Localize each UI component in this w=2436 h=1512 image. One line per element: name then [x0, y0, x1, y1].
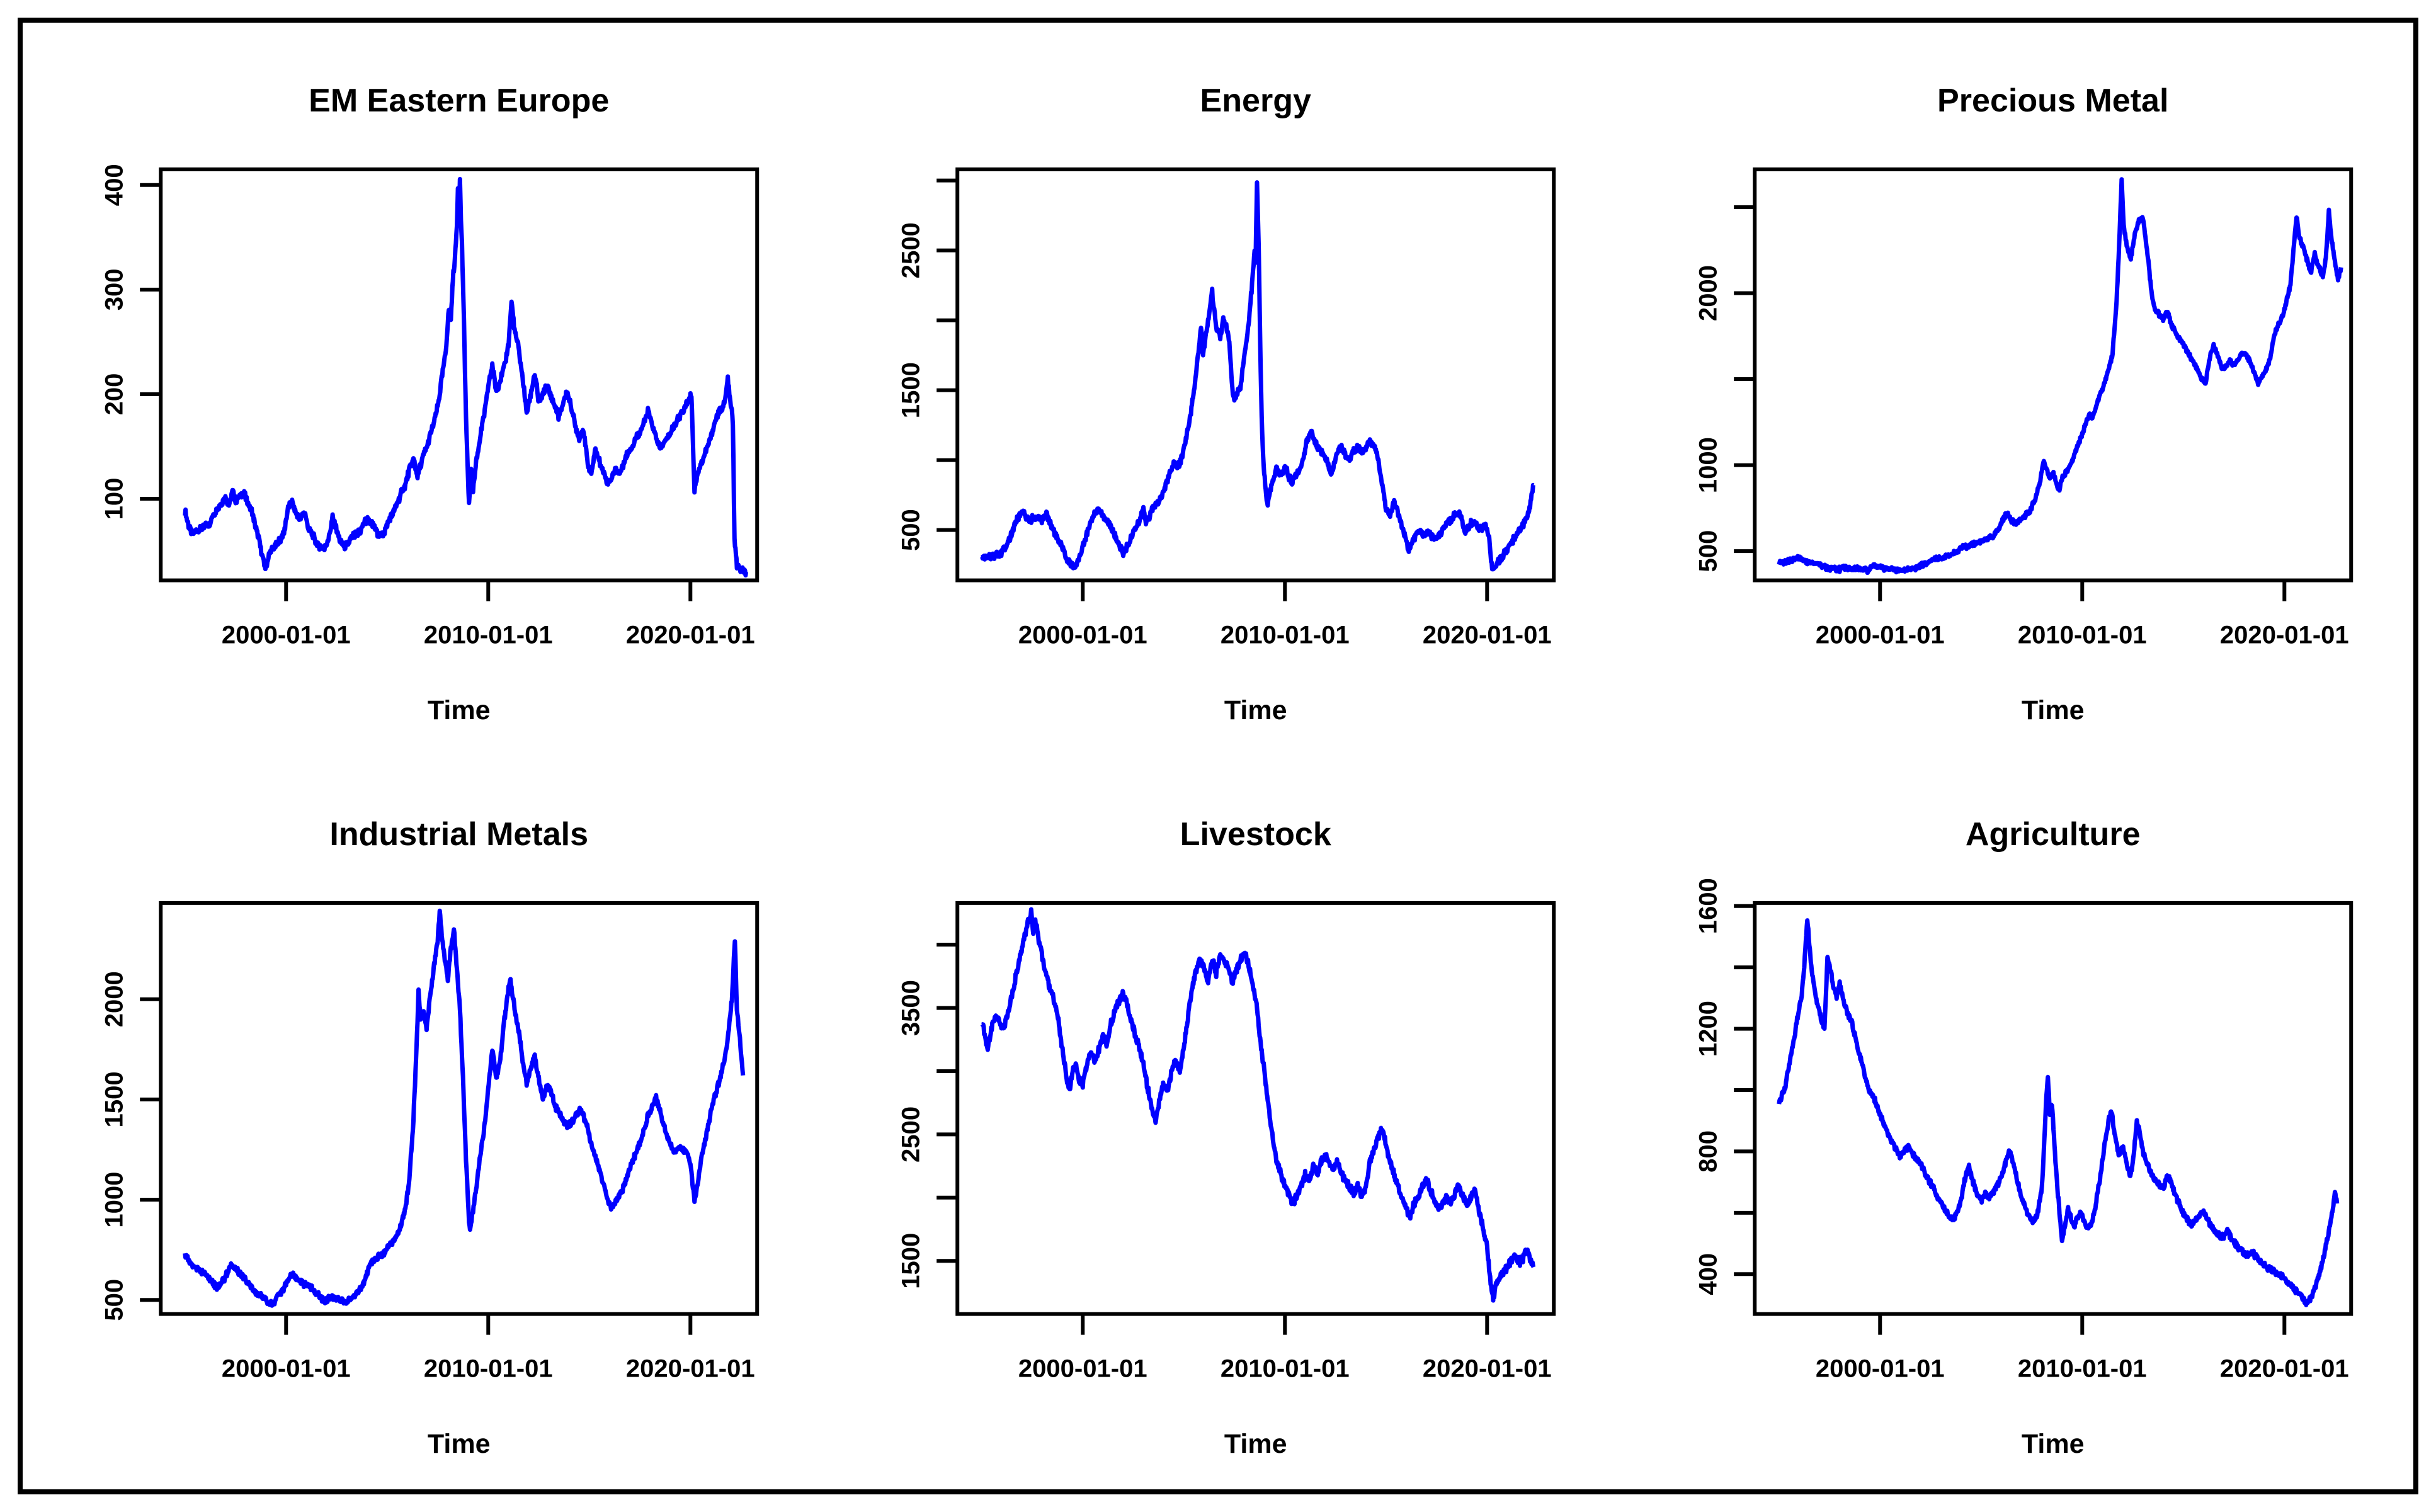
y-axis-tick-label: 500 — [1694, 530, 1722, 572]
x-axis-tick-label: 2020-01-01 — [2220, 1355, 2349, 1382]
x-axis-tick-label: 2000-01-01 — [1018, 622, 1147, 649]
y-axis-tick-label: 800 — [1694, 1130, 1722, 1173]
plot-box — [1752, 901, 2353, 1316]
x-axis-tick-label: 2010-01-01 — [1221, 1355, 1350, 1382]
y-axis-tick-label: 2000 — [101, 971, 128, 1027]
x-axis-label: Time — [1224, 695, 1287, 725]
x-axis-tick-label: 2020-01-01 — [2220, 622, 2349, 649]
chart-panel-energy: Energy 500 1500 2500 2000-01-01 2010-01-01 202… — [819, 23, 1616, 756]
x-axis-label: Time — [428, 1428, 491, 1458]
plot-box — [159, 901, 760, 1316]
series-line — [183, 176, 749, 578]
chart-panel-agriculture: Agriculture 400 800 1200 1600 2000-01-01 2010-… — [1617, 756, 2413, 1490]
chart-panel-em-eastern-europe: EM Eastern Europe 100 200 300 400 2000-01-01 2… — [23, 23, 819, 756]
x-axis-tick-label: 2000-01-01 — [222, 622, 351, 649]
y-axis-tick-label: 2000 — [1694, 265, 1722, 321]
y-axis-tick-label: 500 — [897, 509, 925, 551]
y-axis-tick-label: 3500 — [897, 980, 925, 1036]
x-axis-tick-label: 2010-01-01 — [2018, 622, 2147, 649]
y-axis-tick-label: 1500 — [101, 1071, 128, 1127]
y-axis-tick-label: 1600 — [1694, 878, 1722, 934]
x-axis-tick-label: 2020-01-01 — [626, 1355, 755, 1382]
y-axis-tick-label: 400 — [101, 164, 128, 206]
y-axis-tick-label: 1200 — [1694, 1001, 1722, 1057]
x-axis-tick-label: 2010-01-01 — [2018, 1355, 2147, 1382]
y-axis-tick-label: 2500 — [897, 1106, 925, 1162]
chart-livestock: Livestock 1500 2500 3500 2000-01-01 2010-01-0… — [897, 816, 1556, 1458]
chart-industrial-metals: Industrial Metals 500 1000 1500 2000 2000-01-… — [101, 816, 760, 1458]
x-axis-tick-label: 2020-01-01 — [1423, 622, 1552, 649]
chart-precious-metal: Precious Metal 500 1000 2000 2000-01-01 2010-… — [1694, 82, 2353, 725]
y-axis-tick-label: 1500 — [897, 1232, 925, 1288]
series-line — [1776, 918, 2339, 1307]
y-axis-tick-label: 200 — [101, 373, 128, 416]
x-axis-tick-label: 2000-01-01 — [1816, 1355, 1945, 1382]
x-axis-tick-label: 2000-01-01 — [1816, 622, 1945, 649]
y-axis-tick-label: 500 — [101, 1278, 128, 1321]
y-axis-tick-label: 400 — [1694, 1253, 1722, 1295]
y-axis-tick-label: 100 — [101, 478, 128, 520]
chart-title: Precious Metal — [1937, 82, 2168, 119]
x-axis-tick-label: 2020-01-01 — [1423, 1355, 1552, 1382]
x-axis-label: Time — [428, 695, 491, 725]
y-axis-tick-label: 1500 — [897, 362, 925, 418]
chart-title: Livestock — [1180, 816, 1331, 852]
plot-box — [159, 167, 760, 583]
chart-title: Energy — [1200, 82, 1312, 119]
y-axis-tick-label: 2500 — [897, 222, 925, 278]
chart-title: Agriculture — [1966, 816, 2141, 852]
x-axis-tick-label: 2010-01-01 — [424, 1355, 553, 1382]
x-axis-tick-label: 2000-01-01 — [1018, 1355, 1147, 1382]
x-axis-label: Time — [2022, 1428, 2085, 1458]
y-axis-tick-label: 1000 — [101, 1171, 128, 1227]
series-line — [980, 180, 1536, 572]
plot-box — [955, 901, 1556, 1316]
series-line — [980, 906, 1536, 1303]
chart-panel-industrial-metals: Industrial Metals 500 1000 1500 2000 2000-01-… — [23, 756, 819, 1490]
chart-title: EM Eastern Europe — [309, 82, 609, 119]
series-line — [183, 908, 746, 1308]
x-axis-label: Time — [1224, 1428, 1287, 1458]
x-axis-tick-label: 2010-01-01 — [424, 622, 553, 649]
figure-frame: EM Eastern Europe 100 200 300 400 2000-01-01 2… — [18, 18, 2418, 1494]
x-axis-label: Time — [2022, 695, 2085, 725]
chart-energy: Energy 500 1500 2500 2000-01-01 2010-01-01 202… — [897, 82, 1556, 725]
chart-panel-precious-metal: Precious Metal 500 1000 2000 2000-01-01 2010-… — [1617, 23, 2413, 756]
y-axis-tick-label: 1000 — [1694, 437, 1722, 493]
plot-box — [1752, 167, 2353, 583]
series-line — [1777, 177, 2343, 576]
chart-panel-livestock: Livestock 1500 2500 3500 2000-01-01 2010-01-0… — [819, 756, 1616, 1490]
y-axis-tick-label: 300 — [101, 268, 128, 310]
chart-title: Industrial Metals — [329, 816, 588, 852]
x-axis-tick-label: 2000-01-01 — [222, 1355, 351, 1382]
plot-box — [955, 167, 1556, 583]
chart-em-eastern-europe: EM Eastern Europe 100 200 300 400 2000-01-01 2… — [101, 82, 760, 725]
x-axis-tick-label: 2010-01-01 — [1221, 622, 1350, 649]
chart-agriculture: Agriculture 400 800 1200 1600 2000-01-01 2010-… — [1694, 816, 2353, 1458]
x-axis-tick-label: 2020-01-01 — [626, 622, 755, 649]
